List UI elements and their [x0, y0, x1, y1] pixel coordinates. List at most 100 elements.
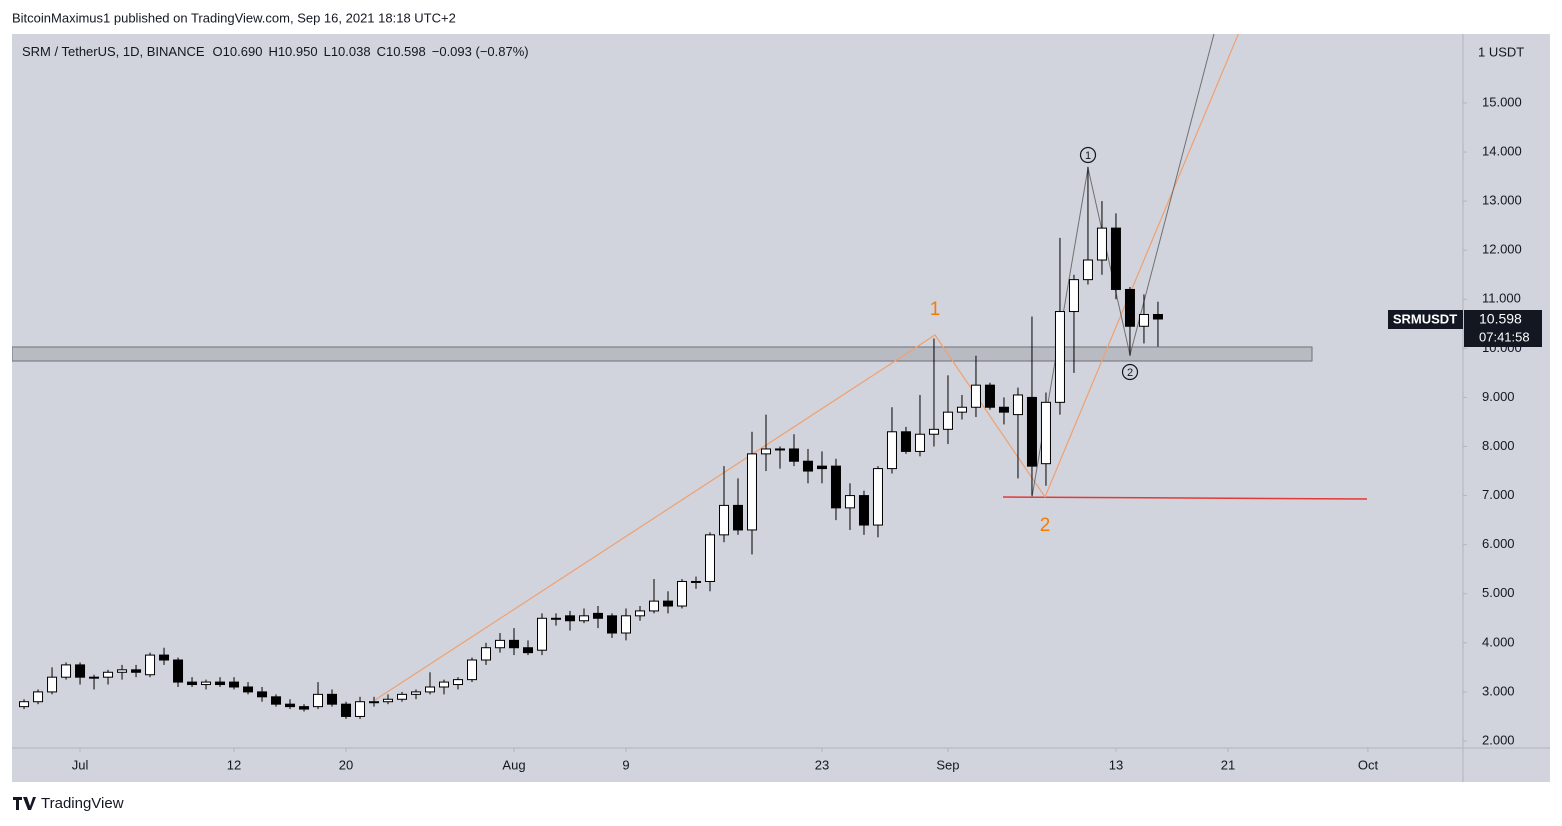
- x-tick-label: 13: [1109, 757, 1123, 772]
- x-tick-label: 9: [622, 757, 629, 772]
- candle-body: [928, 428, 939, 435]
- candle-body: [285, 703, 296, 708]
- y-tick-label: 14.000: [1482, 143, 1522, 158]
- candle-body: [900, 431, 911, 452]
- candle-body: [481, 647, 492, 661]
- candle-body: [592, 612, 603, 619]
- candle-body: [257, 691, 268, 698]
- candle-body: [648, 600, 659, 612]
- candle-body: [229, 681, 240, 688]
- candle-body: [397, 693, 408, 700]
- price-box: [1464, 310, 1542, 348]
- candle-body: [872, 468, 883, 526]
- symbol: SRM / TetherUS, 1D, BINANCE: [22, 44, 205, 59]
- ohlc-key: H: [268, 44, 277, 59]
- ohlc-value: 10.950: [278, 44, 318, 59]
- candle-body: [942, 411, 953, 430]
- candle-body: [243, 686, 254, 693]
- candle-body: [103, 671, 114, 678]
- candle-body: [565, 615, 576, 622]
- candle-body: [1082, 259, 1093, 281]
- candle-body: [760, 448, 771, 455]
- candle-body: [830, 465, 841, 509]
- ohlc-key: O: [213, 44, 223, 59]
- candle-body: [690, 580, 701, 583]
- subwave-label: 1: [1085, 150, 1091, 162]
- candle-body: [774, 448, 785, 451]
- subwave-circle: [1121, 363, 1139, 381]
- y-tick-label: 3.000: [1482, 683, 1515, 698]
- candle-body: [313, 693, 324, 708]
- candle-body: [159, 654, 170, 661]
- candle-body: [173, 659, 184, 683]
- candle-body: [914, 433, 925, 452]
- candle-body: [1040, 401, 1051, 465]
- y-tick-label: 6.000: [1482, 536, 1515, 551]
- x-tick-label: Aug: [502, 757, 525, 772]
- drawings: [12, 34, 1368, 701]
- attribution: BitcoinMaximus1 published on TradingView…: [12, 10, 456, 25]
- countdown-label: 07:41:58: [1479, 329, 1530, 344]
- wave-line: [374, 34, 1239, 701]
- candle-body: [61, 664, 72, 678]
- candle-body: [1012, 394, 1023, 416]
- candle-body: [47, 676, 58, 693]
- candle-body: [201, 681, 212, 686]
- candle-body: [145, 654, 156, 676]
- candle-body: [676, 580, 687, 607]
- y-tick-label: 9.000: [1482, 389, 1515, 404]
- candle-body: [19, 701, 30, 708]
- candle-body: [606, 615, 617, 634]
- ohlc-value: 10.598: [386, 44, 426, 59]
- y-tick-label: 4.000: [1482, 634, 1515, 649]
- footer: TradingView: [41, 795, 124, 812]
- candle-body: [844, 495, 855, 509]
- last-price-label: SRMUSDT 10.598 07:41:58: [1388, 310, 1542, 348]
- candle-body: [620, 615, 631, 634]
- candle-body: [187, 681, 198, 686]
- candle-body: [33, 691, 44, 703]
- axes: 2.000 3.000 4.000 5.000 6.000 7.000 8.000 9.000…: [72, 94, 1522, 772]
- y-tick-label: 8.000: [1482, 438, 1515, 453]
- symbol-label: SRMUSDT: [1393, 311, 1457, 326]
- candle-body: [984, 384, 995, 408]
- y-tick-label: 2.000: [1482, 732, 1515, 747]
- candle-body: [467, 659, 478, 681]
- support-line: [1002, 496, 1368, 500]
- candle-body: [383, 698, 394, 703]
- candle-body: [662, 600, 673, 607]
- legend-header: SRM / TetherUS, 1D, BINANCE O10.690 H10.95…: [22, 44, 529, 59]
- y-tick-label: 13.000: [1482, 193, 1522, 208]
- candle-body: [551, 617, 562, 620]
- candle-body: [998, 406, 1009, 413]
- y-tick-label: 12.000: [1482, 242, 1522, 257]
- candle-body: [732, 504, 743, 531]
- candle-body: [579, 615, 590, 622]
- x-tick-label: 12: [227, 757, 241, 772]
- x-tick-label: 20: [339, 757, 353, 772]
- symbol-box: [1388, 310, 1463, 330]
- ohlc-key: C: [377, 44, 386, 59]
- candle-body: [369, 701, 380, 704]
- candle-body: [75, 664, 86, 678]
- footer-logo: [13, 797, 36, 810]
- change: −0.093 (−0.87%): [432, 44, 529, 59]
- candle-body: [1068, 279, 1079, 313]
- candle-body: [718, 504, 729, 536]
- subwave-circle: [1079, 146, 1097, 164]
- candles: [19, 166, 1163, 719]
- candle-body: [131, 669, 142, 673]
- candle-body: [1054, 311, 1065, 403]
- wave-label: 1: [930, 299, 941, 320]
- ohlc-value: 10.690: [223, 44, 263, 59]
- candle-body: [788, 448, 799, 462]
- support-zone: [12, 346, 1313, 362]
- x-tick-label: 23: [815, 757, 829, 772]
- candle-body: [1152, 313, 1163, 320]
- candle-body: [1138, 313, 1149, 327]
- candle-body: [89, 676, 100, 679]
- ohlc-key: L: [324, 44, 331, 59]
- candle-body: [956, 406, 967, 413]
- x-tick-label: Jul: [72, 757, 89, 772]
